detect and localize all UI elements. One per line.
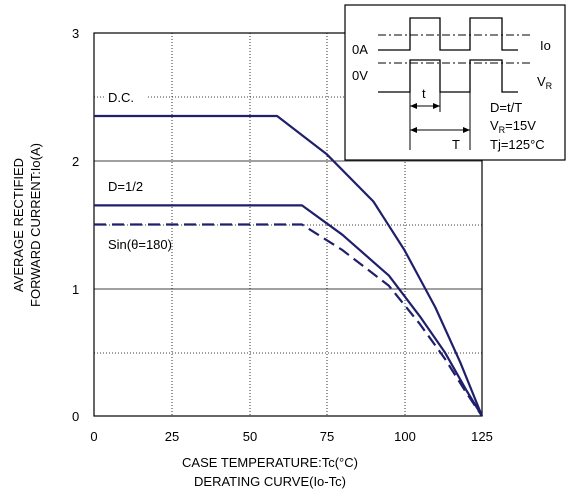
series-layer: [94, 114, 484, 417]
x-axis-title: CASE TEMPERATURE:Tc(°C): [182, 455, 358, 470]
label-T: T: [452, 137, 460, 152]
T-arrow-left: [410, 127, 417, 133]
eq-tj: Tj=125°C: [490, 137, 545, 152]
inset-waveform: 0A Io 0V VR t T D=t/T VR=15V Tj=125°C: [344, 4, 566, 161]
t-arrow-right: [433, 103, 440, 109]
x-tick-label: 75: [320, 429, 334, 444]
x-tick-label: 50: [243, 429, 257, 444]
label-VR: VR: [537, 74, 553, 91]
series-line-0: [94, 114, 484, 417]
series-label-dc: D.C.: [108, 90, 134, 105]
series-line-1: [94, 204, 483, 417]
y-tick-labels: 3 2 1 0: [72, 26, 79, 424]
eq-vr: VR=15V: [490, 118, 536, 135]
y-tick-label: 3: [72, 26, 79, 41]
x-tick-label: 0: [90, 429, 97, 444]
y-tick-label: 2: [72, 154, 79, 169]
label-t: t: [422, 86, 426, 101]
y-tick-label: 1: [72, 282, 79, 297]
label-0V: 0V: [352, 68, 368, 83]
y-tick-label: 0: [72, 409, 79, 424]
voltage-waveform: [378, 59, 518, 93]
t-arrow-left: [410, 103, 417, 109]
T-arrow-right: [463, 127, 470, 133]
series-label-sin: Sin(θ=180): [108, 237, 172, 252]
x-tick-label: 125: [471, 429, 493, 444]
y-axis-title: AVERAGE RECTIFIED FORWARD CURRENT:Io(A): [11, 143, 43, 307]
series-line-2: [94, 223, 483, 417]
label-Io: Io: [540, 38, 551, 53]
dc-label-bg: [106, 89, 146, 105]
eq-duty: D=t/T: [490, 100, 522, 115]
y-axis-title-line1: AVERAGE RECTIFIED: [11, 158, 26, 292]
y-axis-title-line2: FORWARD CURRENT:Io(A): [28, 143, 43, 307]
x-tick-label: 100: [394, 429, 416, 444]
series-label-half: D=1/2: [108, 179, 143, 194]
inset-frame: [344, 4, 566, 161]
current-waveform: [378, 17, 518, 51]
chart-subtitle: DERATING CURVE(Io-Tc): [194, 474, 346, 489]
x-tick-labels: 0 25 50 75 100 125: [90, 429, 492, 444]
x-tick-label: 25: [165, 429, 179, 444]
label-0A: 0A: [352, 42, 368, 57]
